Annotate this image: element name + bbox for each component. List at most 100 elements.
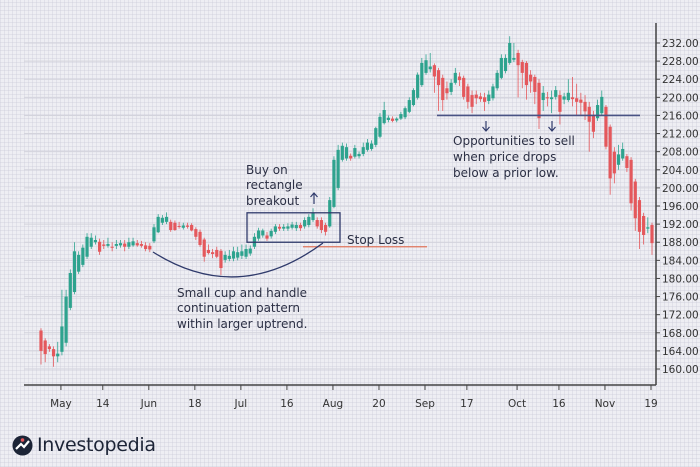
candle-body (650, 225, 654, 244)
candle-body (457, 76, 462, 81)
x-tick-label: Aug (323, 398, 344, 410)
candle-body (416, 74, 420, 98)
candle-body (114, 244, 118, 246)
candle-body (604, 106, 608, 147)
candle-down (194, 227, 198, 240)
candle-body (102, 244, 106, 246)
candle-body (81, 247, 85, 265)
x-tick-label: Nov (595, 398, 616, 410)
candle-body (616, 154, 621, 165)
candle-down (219, 249, 223, 275)
candle-down (516, 49, 520, 98)
candle-body (39, 330, 43, 351)
candle-body (311, 213, 315, 221)
candle-up (286, 223, 290, 231)
candle-down (650, 222, 654, 255)
candle-up (487, 90, 491, 105)
candle-up (131, 237, 135, 247)
candle-body (407, 100, 411, 112)
candle-body (298, 225, 303, 229)
candle-up (595, 99, 600, 121)
candle-body (106, 244, 110, 246)
candle-up (353, 144, 357, 159)
y-tick-label: 184.00 (662, 255, 699, 267)
candle-down (319, 217, 323, 234)
candle-up (85, 233, 89, 259)
candle-up (399, 111, 403, 120)
candle-down (206, 244, 210, 255)
candle-down (265, 231, 269, 241)
candle-up (416, 72, 420, 100)
x-tick-label: Jun (140, 398, 157, 410)
candle-body (625, 156, 629, 168)
candle-body (579, 99, 583, 103)
candle-up (294, 221, 298, 231)
y-tick-label: 204.00 (662, 165, 699, 177)
breakout-label-line-1: Buy on (246, 163, 288, 177)
candle-body (131, 241, 135, 246)
candle-up (127, 237, 131, 250)
candle-body (156, 216, 160, 233)
candle-body (148, 245, 152, 250)
candle-body (637, 200, 642, 232)
candle-up (420, 57, 424, 87)
candle-body (470, 95, 474, 107)
candle-body (587, 106, 591, 122)
sell-annotation: Opportunities to sell when price drops b… (437, 114, 640, 180)
candle-down (202, 237, 206, 262)
candle-up (336, 144, 340, 191)
candle-up (512, 43, 516, 63)
cup-label-line-2: continuation pattern (177, 301, 300, 315)
candle-up (244, 244, 248, 259)
candle-body (97, 241, 102, 252)
candle-up (491, 83, 495, 101)
candle-body (462, 77, 466, 97)
candle-up (503, 54, 508, 74)
candle-body (365, 142, 370, 150)
candle-down (629, 157, 633, 211)
candle-body (612, 151, 616, 174)
candle-body (646, 227, 650, 229)
candle-up (499, 54, 503, 80)
y-tick-label: 208.00 (662, 147, 699, 159)
y-tick-label: 220.00 (662, 92, 699, 104)
candle-body (558, 95, 562, 112)
candle-down (483, 92, 487, 111)
candle-up (374, 126, 378, 148)
candle-up (357, 151, 361, 159)
up-arrow-icon (310, 192, 318, 204)
candle-down (139, 240, 144, 248)
candle-up (60, 289, 64, 356)
candle-body (152, 227, 156, 242)
x-tick-label: 17 (460, 398, 473, 410)
candle-down (642, 212, 646, 245)
candle-body (236, 252, 240, 258)
candle-body (424, 60, 428, 73)
candle-down (102, 239, 106, 250)
x-tick-label: Jul (234, 398, 248, 410)
candle-body (169, 221, 173, 231)
candle-body (282, 226, 286, 229)
candle-body (139, 244, 144, 246)
y-tick-label: 160.00 (662, 364, 699, 376)
x-tick-label: 19 (644, 398, 657, 410)
stop-loss-label: Stop Loss (347, 233, 404, 247)
candle-up (395, 117, 399, 123)
y-tick-label: 176.00 (662, 292, 699, 304)
candle-up (68, 269, 72, 311)
candle-body (190, 225, 194, 231)
candle-up (77, 251, 81, 274)
candle-up (495, 70, 499, 91)
logo-text: Investopedia (37, 434, 156, 456)
candle-body (575, 98, 579, 102)
candle-body (390, 118, 395, 121)
candle-up (236, 246, 240, 261)
candle-down (545, 91, 549, 107)
candle-body (529, 74, 533, 82)
candle-body (173, 222, 177, 231)
candle-up (290, 221, 294, 230)
candle-down (210, 249, 215, 259)
candle-body (231, 251, 236, 259)
candle-body (332, 159, 336, 207)
candle-body (428, 66, 432, 70)
